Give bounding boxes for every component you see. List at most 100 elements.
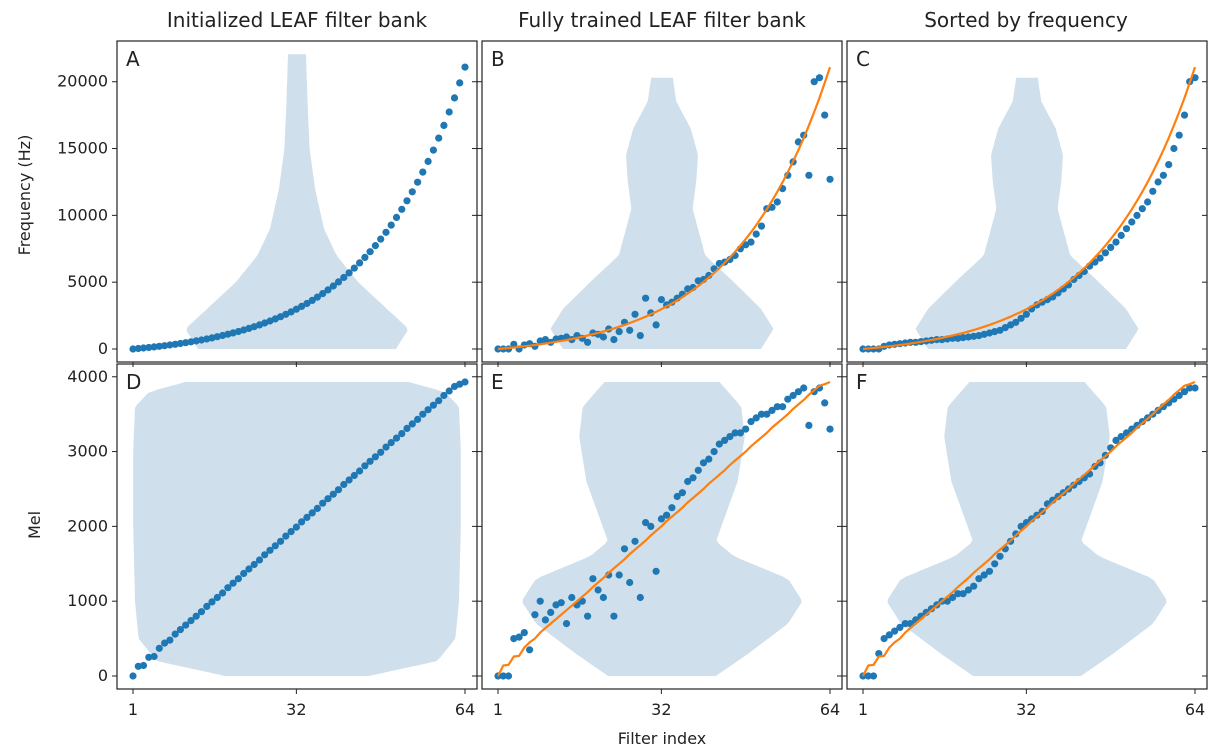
data-point-E: [715, 440, 723, 448]
x-tick-label: 64: [455, 700, 475, 719]
data-point-F: [970, 582, 978, 590]
data-point-D: [139, 661, 148, 670]
panel-label-B: B: [491, 47, 505, 71]
data-point-D: [171, 630, 179, 638]
data-point-E: [752, 414, 760, 422]
x-tick-label: 1: [858, 700, 868, 719]
y-tick-label: 20000: [57, 72, 108, 91]
data-point-A: [361, 253, 369, 261]
data-point-F: [1180, 388, 1189, 396]
data-point-D: [166, 636, 174, 644]
data-point-A: [414, 178, 422, 186]
data-point-D: [292, 523, 300, 531]
data-point-E: [499, 672, 507, 680]
data-point-E: [821, 399, 829, 407]
x-tick-label: 64: [820, 700, 840, 719]
data-point-B: [510, 340, 518, 348]
data-point-E: [768, 406, 776, 414]
data-point-E: [626, 578, 634, 587]
data-point-A: [155, 342, 163, 350]
data-point-A: [308, 296, 316, 304]
data-point-B: [752, 230, 760, 238]
data-point-C: [1133, 211, 1141, 219]
data-point-D: [414, 415, 422, 423]
data-point-A: [176, 339, 184, 348]
data-point-D: [329, 490, 337, 498]
data-point-A: [192, 337, 200, 345]
reference-curve-C: [862, 66, 1197, 351]
data-point-D: [208, 598, 216, 606]
violin-A: [186, 54, 408, 350]
violin-E: [522, 382, 802, 676]
data-point-D: [398, 430, 406, 438]
data-point-E: [736, 429, 745, 437]
y-axis-label-bottom: Mel: [25, 511, 44, 539]
data-point-E: [705, 455, 713, 463]
data-point-D: [271, 542, 279, 550]
data-point-D: [213, 593, 221, 602]
data-point-D: [182, 621, 190, 629]
data-point-E: [710, 448, 718, 456]
data-point-A: [340, 273, 348, 282]
data-point-F: [1117, 433, 1125, 441]
data-point-D: [345, 476, 353, 484]
data-point-B: [642, 294, 650, 302]
x-tick-label: 64: [1185, 700, 1205, 719]
data-point-D: [203, 602, 211, 611]
data-point-E: [763, 410, 771, 418]
data-point-A: [440, 121, 448, 129]
data-point-B: [541, 336, 550, 344]
data-point-D: [313, 504, 321, 512]
data-point-C: [1017, 314, 1025, 322]
data-point-F: [949, 593, 957, 602]
data-point-E: [610, 612, 618, 620]
data-point-E: [673, 492, 681, 501]
data-point-F: [996, 552, 1004, 560]
data-point-F: [954, 590, 962, 598]
data-point-E: [779, 403, 787, 411]
data-point-E: [615, 571, 623, 579]
data-point-C: [1170, 144, 1178, 153]
data-point-E: [547, 608, 555, 617]
axes-frame-B: [481, 40, 843, 363]
data-point-D: [361, 462, 369, 470]
data-point-C: [1012, 318, 1020, 326]
data-point-B: [584, 338, 592, 346]
data-point-D: [161, 639, 169, 647]
data-point-A: [324, 286, 332, 294]
y-tick-label: 0: [98, 666, 108, 685]
data-point-A: [350, 264, 358, 272]
data-point-D: [340, 480, 348, 489]
data-point-E: [699, 459, 708, 467]
data-point-A: [387, 221, 395, 229]
data-point-F: [985, 567, 994, 575]
data-point-E: [599, 593, 608, 602]
data-point-C: [1101, 249, 1109, 257]
data-point-A: [429, 146, 437, 154]
data-point-A: [287, 308, 295, 316]
data-point-A: [345, 269, 353, 277]
y-tick-label: 5000: [67, 272, 108, 291]
data-point-D: [387, 439, 395, 447]
data-point-D: [229, 579, 237, 587]
data-point-D: [440, 391, 448, 400]
data-point-B: [631, 310, 639, 318]
data-point-D: [334, 486, 343, 494]
panel-E: E 1 32 64: [477, 363, 843, 719]
reference-curve-E: [497, 380, 831, 677]
y-tick-label: 10000: [57, 205, 108, 224]
data-point-D: [319, 499, 327, 507]
panel-label-E: E: [491, 370, 504, 394]
data-point-B: [615, 328, 623, 336]
data-point-C: [1165, 161, 1173, 169]
data-point-F: [864, 672, 872, 680]
data-point-D: [356, 467, 364, 475]
data-point-D: [219, 589, 227, 597]
data-point-D: [435, 397, 443, 405]
data-point-A: [398, 205, 406, 213]
data-point-D: [240, 569, 248, 578]
data-point-E: [531, 611, 539, 619]
data-point-C: [1022, 310, 1030, 318]
data-point-B: [757, 222, 766, 230]
